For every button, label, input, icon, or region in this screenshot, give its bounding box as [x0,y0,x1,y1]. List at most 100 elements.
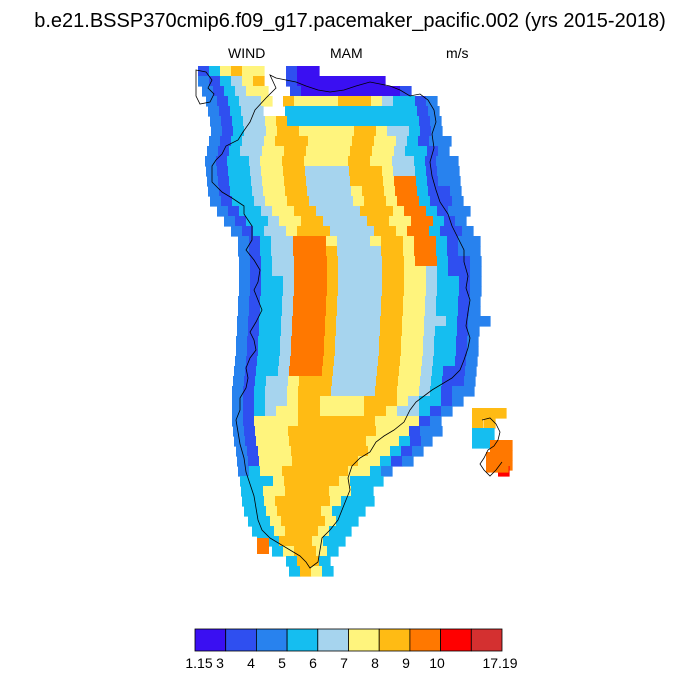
grid-cell [431,376,443,387]
grid-cell [430,416,442,427]
grid-cell [314,516,326,527]
grid-cell [452,386,464,397]
grid-cell [303,456,315,467]
grid-cell [448,286,460,297]
grid-cell [408,386,420,397]
grid-cell [430,196,442,207]
grid-cell [319,496,331,507]
grid-cell [323,86,335,97]
grid-cell [309,386,321,397]
grid-cell [268,356,280,367]
grid-cell [232,396,244,407]
grid-cell [348,246,360,257]
grid-cell [449,176,461,187]
grid-cell [292,316,304,327]
grid-cell [383,146,395,157]
grid-cell [305,166,317,177]
grid-cell [344,436,356,447]
grid-cell [282,246,294,257]
grid-cell [328,176,340,187]
grid-cell [293,236,305,247]
grid-cell [271,306,283,317]
grid-cell [344,366,356,377]
colorbar-swatch-3 [286,628,319,652]
grid-cell [393,96,405,107]
grid-cell [276,196,288,207]
grid-cell [290,356,302,367]
grid-cell [437,266,449,277]
grid-cell [361,176,373,187]
grid-cell [250,276,262,287]
grid-cell [446,326,458,337]
grid-cell [298,196,310,207]
grid-cell [359,156,371,167]
grid-cell [307,486,319,497]
grid-cell [438,146,450,157]
grid-cell [293,156,305,167]
grid-cell [276,406,288,417]
grid-cell [259,326,271,337]
grid-cell [272,206,284,217]
grid-cell [335,446,347,457]
grid-cell [444,356,456,367]
grid-cell [374,76,386,87]
grid-cell [308,136,320,147]
grid-cell [284,476,296,487]
grid-cell [219,106,231,117]
grid-cell [392,246,404,257]
grid-cell [272,266,284,277]
grid-cell [437,276,449,287]
grid-cell [341,76,353,87]
grid-cell [243,386,255,397]
grid-cell [421,436,433,447]
grid-cell [354,376,366,387]
grid-cell [419,196,431,207]
grid-cell [429,136,441,147]
grid-cell [351,486,363,497]
grid-cell [447,236,459,247]
grid-cell [343,426,355,437]
grid-cell [331,416,343,427]
grid-cell [351,106,363,117]
grid-cell [211,126,223,137]
grid-cell [300,366,312,377]
grid-cell [316,96,328,107]
grid-cell [250,96,262,107]
grid-cell [371,276,383,287]
grid-cell [394,176,406,187]
grid-cell [357,346,369,357]
grid-cell [254,196,266,207]
grid-cell [298,416,310,427]
grid-cell [305,206,317,217]
grid-cell [294,96,306,107]
grid-cell [288,426,300,437]
grid-cell [382,96,394,107]
grid-cell [228,206,240,217]
grid-cell [255,376,267,387]
grid-cell [255,506,267,517]
grid-cell [339,476,351,487]
colorbar-swatch-2 [255,628,288,652]
grid-cell [376,376,388,387]
grid-cell [274,486,286,497]
grid-cell [377,366,389,377]
grid-cell [348,156,360,167]
grid-cell [431,126,443,137]
grid-cell [353,386,365,397]
grid-cell [213,86,225,97]
grid-cell [327,166,339,177]
grid-cell [296,186,308,197]
grid-cell [364,406,376,417]
grid-cell [419,116,431,127]
grid-cell [339,176,351,187]
grid-cell [472,418,484,429]
grid-cell [426,256,438,267]
grid-cell [269,446,281,457]
grid-cell [501,440,513,451]
grid-cell [297,136,309,147]
grid-cell [316,166,328,177]
grid-cell [467,346,479,357]
coastline-east-island [479,417,503,477]
grid-cell [315,296,327,307]
grid-cell [353,406,365,417]
